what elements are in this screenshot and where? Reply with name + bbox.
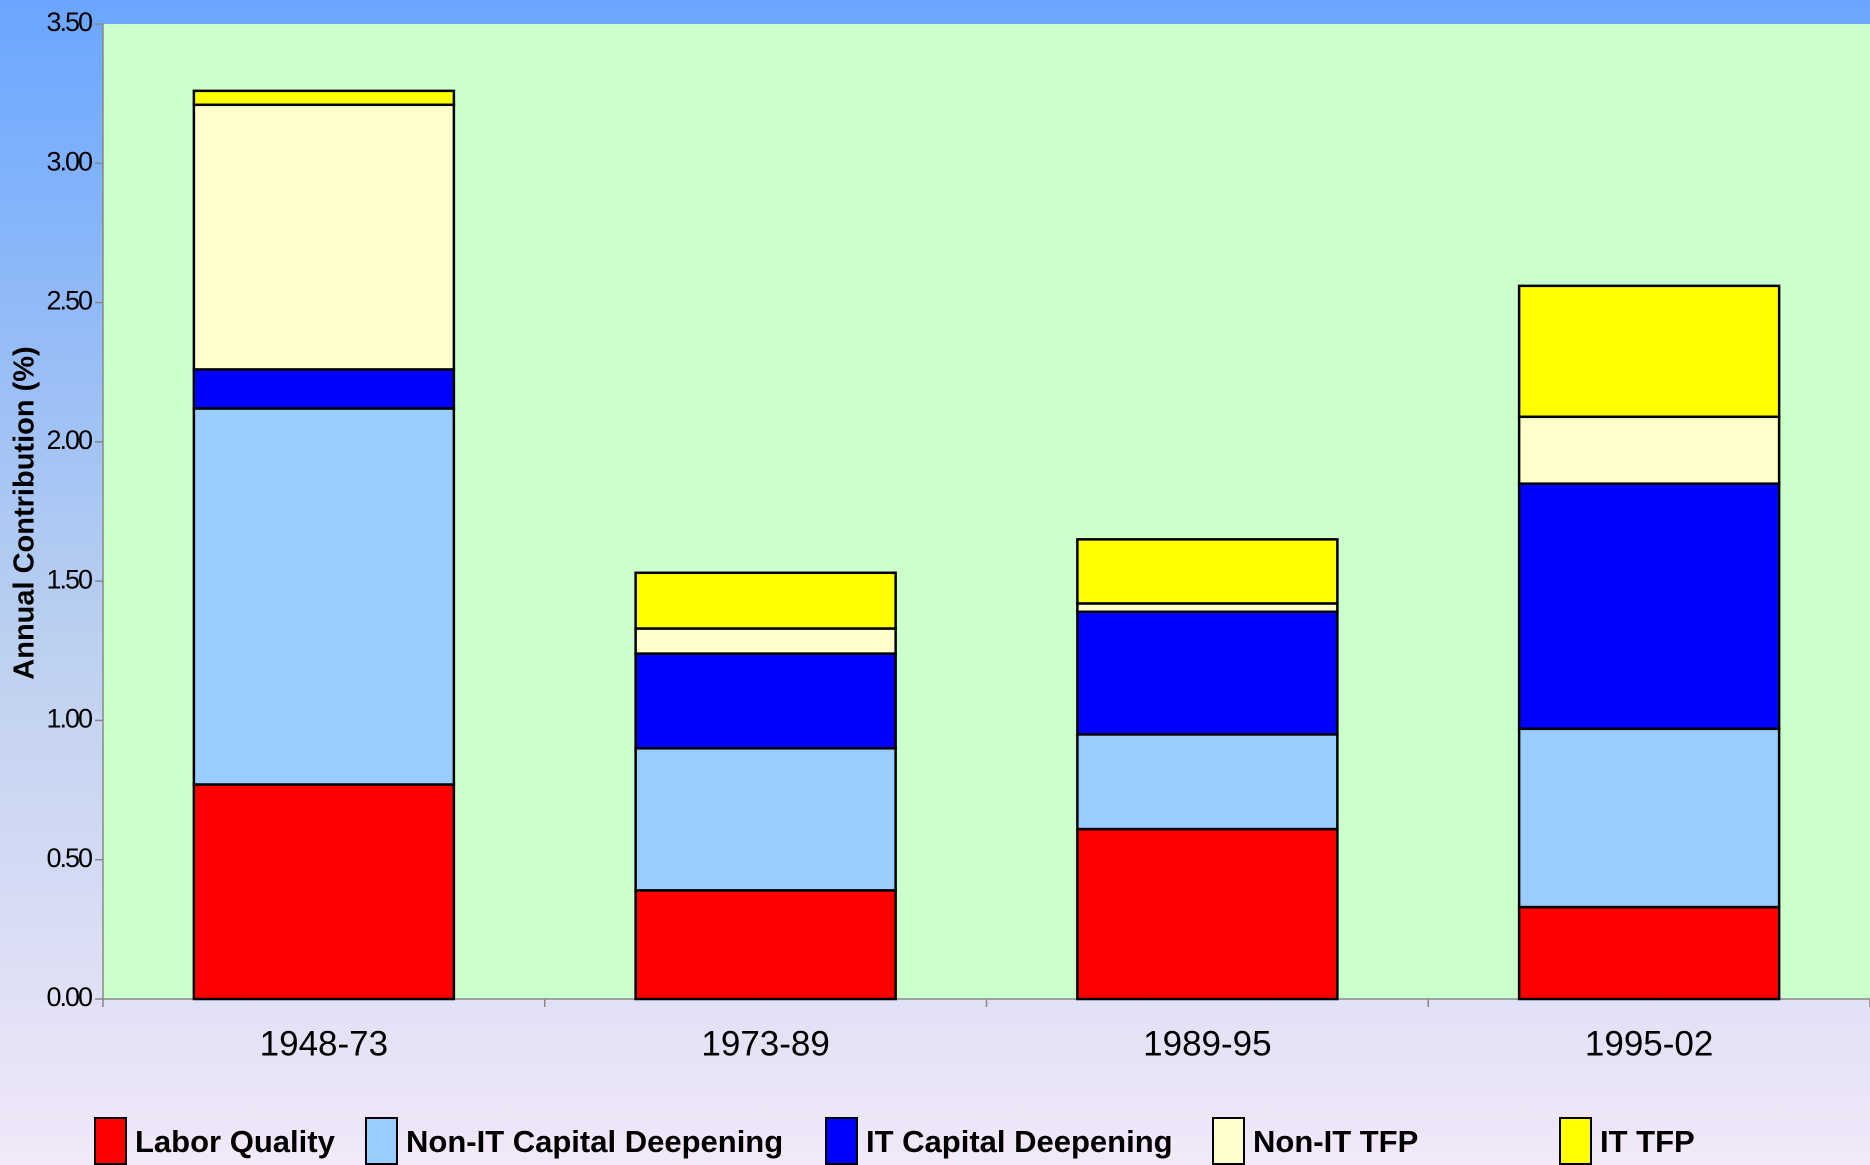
x-tick-label: 1989-95 xyxy=(1143,1024,1271,1063)
legend-swatch xyxy=(1212,1117,1245,1165)
legend-swatch xyxy=(1559,1117,1592,1165)
bar-segment xyxy=(634,571,897,630)
bar-segment xyxy=(1076,610,1339,736)
y-tick-label: 2.00 xyxy=(46,425,92,455)
bar-segment xyxy=(634,652,897,750)
y-tick-label: 1.50 xyxy=(46,564,92,594)
bar-segment xyxy=(634,889,897,1001)
legend-label: IT TFP xyxy=(1600,1124,1695,1159)
bar-segment xyxy=(634,747,897,892)
bar-segment xyxy=(1517,482,1781,731)
legend-swatch xyxy=(94,1117,127,1165)
bar-segment xyxy=(192,368,456,410)
x-tick-label: 1948-73 xyxy=(260,1024,388,1063)
bar-segment xyxy=(1076,733,1339,831)
y-tick-label: 1.00 xyxy=(46,704,92,734)
bar-segment xyxy=(634,627,897,655)
y-tick-label: 0.50 xyxy=(46,843,92,873)
y-tick-label: 0.00 xyxy=(46,982,92,1012)
bar-segment xyxy=(192,783,456,1001)
x-tick-label: 1995-02 xyxy=(1585,1024,1713,1063)
y-axis-title: Annual Contribution (%) xyxy=(9,346,41,679)
legend-label: IT Capital Deepening xyxy=(866,1124,1173,1159)
bar-segment xyxy=(1076,538,1339,605)
bar-segment xyxy=(1076,827,1339,1001)
bar-segment xyxy=(1517,415,1781,485)
legend-label: Non-IT TFP xyxy=(1253,1124,1418,1159)
bar-segment xyxy=(1517,284,1781,419)
bar-segment xyxy=(192,103,456,371)
legend-swatch xyxy=(825,1117,858,1165)
bar-segment xyxy=(1517,727,1781,909)
x-tick-label: 1973-89 xyxy=(701,1024,829,1063)
bar-segment xyxy=(1517,905,1781,1001)
y-tick-label: 2.50 xyxy=(46,286,92,316)
bar-segment xyxy=(192,407,456,786)
bar-segment xyxy=(1076,602,1339,614)
legend-label: Non-IT Capital Deepening xyxy=(406,1124,783,1159)
legend-label: Labor Quality xyxy=(135,1124,336,1159)
bar-segment xyxy=(192,89,456,107)
y-tick-label: 3.00 xyxy=(46,146,92,176)
y-tick-label: 3.50 xyxy=(46,7,92,37)
legend-swatch xyxy=(365,1117,398,1165)
